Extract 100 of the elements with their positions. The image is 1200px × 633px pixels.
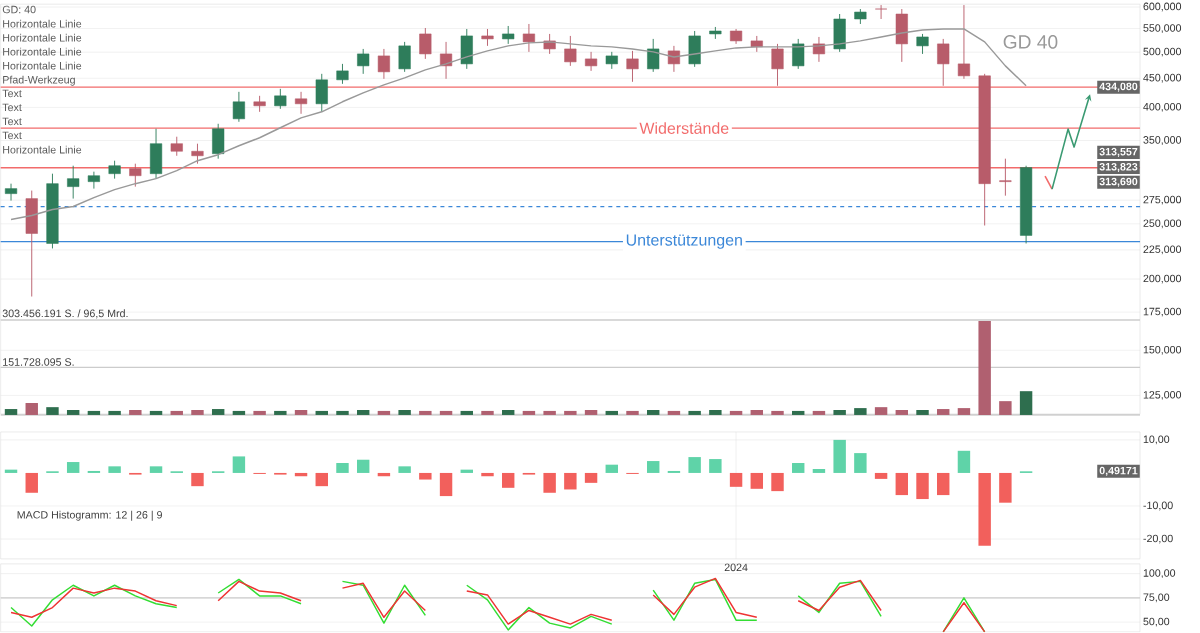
bar: [481, 411, 494, 416]
annotation: Horizontale Linie: [3, 33, 82, 42]
bar: [771, 473, 784, 492]
bar: [398, 410, 411, 416]
y-tick-label: 150,000: [1143, 346, 1182, 355]
bar: [501, 473, 515, 489]
candlestick: [191, 143, 204, 165]
bar: [812, 469, 826, 474]
y-tick-label: 400,000: [1143, 103, 1182, 113]
bar: [647, 410, 660, 416]
candlestick: [357, 48, 370, 75]
candlestick: [419, 27, 432, 60]
annotation: Horizontale Linie: [3, 145, 82, 154]
bar: [232, 411, 246, 416]
bar: [25, 403, 38, 416]
bar: [87, 411, 101, 416]
bar: [315, 411, 328, 416]
annotation: Text: [2, 117, 22, 126]
bar: [501, 410, 515, 416]
bar: [66, 462, 80, 474]
annotation: Text: [2, 131, 22, 140]
bar: [895, 410, 909, 416]
bar: [833, 440, 846, 474]
bar: [439, 473, 453, 497]
text: MACD Histogramm: 12 | 26 | 9: [17, 510, 162, 521]
bar: [874, 407, 888, 416]
bar: [978, 473, 991, 546]
bar: [4, 409, 18, 416]
bar: [709, 459, 722, 474]
candlestick: [875, 4, 888, 20]
candlestick: [232, 91, 245, 123]
y-tick-label: -10,00: [1143, 501, 1173, 511]
bar: [315, 473, 328, 487]
y-tick-label: 125,000: [1143, 391, 1182, 401]
candlestick: [667, 45, 680, 73]
annotation: Horizontale Linie: [3, 19, 82, 28]
y-tick-label: 200,000: [1143, 274, 1182, 284]
bar: [129, 410, 142, 416]
bar: [667, 411, 681, 416]
bar: [356, 459, 370, 474]
bar: [274, 411, 287, 416]
bar: [750, 473, 764, 490]
bar: [874, 473, 888, 480]
y-tick-label: 225,000: [1143, 245, 1182, 255]
bar: [398, 466, 411, 474]
annotation: 313,557: [1099, 148, 1138, 158]
candlestick: [999, 158, 1012, 197]
annotation: Text: [2, 89, 22, 98]
bar: [709, 410, 722, 416]
bar: [460, 411, 473, 416]
bar: [647, 461, 660, 474]
bar: [999, 401, 1012, 416]
bar: [605, 411, 618, 416]
bar: [564, 473, 577, 490]
bar: [170, 411, 183, 416]
bar: [66, 410, 80, 416]
annotation: 434,080: [1099, 82, 1138, 92]
annotation: 313,690: [1099, 177, 1138, 188]
bar: [543, 473, 556, 493]
bar: [481, 473, 494, 477]
annotation: 0,49171: [1099, 466, 1138, 477]
annotation: 313,823: [1099, 163, 1138, 173]
bar: [25, 473, 38, 493]
bar: [336, 411, 349, 416]
candlestick: [937, 38, 950, 87]
bar: [792, 411, 805, 416]
ref-line-label: Unterstützungen: [626, 234, 742, 250]
bar: [584, 473, 598, 484]
bar: [419, 411, 432, 416]
candlestick: [67, 165, 80, 200]
candlestick: [771, 43, 784, 87]
candlestick: [274, 88, 287, 110]
ref-line-label: 151.728.095 S.: [3, 358, 74, 366]
bar: [191, 473, 204, 487]
bar: [211, 409, 225, 416]
bar: [149, 466, 163, 474]
bar: [854, 408, 867, 416]
bar: [833, 410, 846, 416]
bar: [605, 464, 618, 474]
bar: [729, 411, 743, 416]
annotation: Horizontale Linie: [3, 61, 82, 70]
y-tick-label: 175,000: [1143, 307, 1182, 317]
ref-line-label: Widerstände: [639, 122, 729, 135]
bar: [149, 411, 163, 416]
bar: [729, 473, 743, 488]
y-tick-label: -20,00: [1143, 534, 1173, 544]
y-tick-label: 100,00: [1143, 569, 1176, 579]
candlestick: [647, 38, 660, 73]
y-tick-label: 75,00: [1143, 593, 1170, 603]
bar: [792, 463, 805, 474]
series-label: GD 40: [1003, 35, 1058, 49]
candlestick: [439, 41, 453, 80]
bar: [336, 463, 349, 474]
bar: [584, 410, 598, 416]
bar: [543, 411, 556, 416]
candlestick: [377, 48, 390, 80]
candlestick: [522, 23, 535, 53]
bar: [895, 473, 909, 496]
bar: [1019, 391, 1033, 416]
bar: [377, 411, 391, 416]
